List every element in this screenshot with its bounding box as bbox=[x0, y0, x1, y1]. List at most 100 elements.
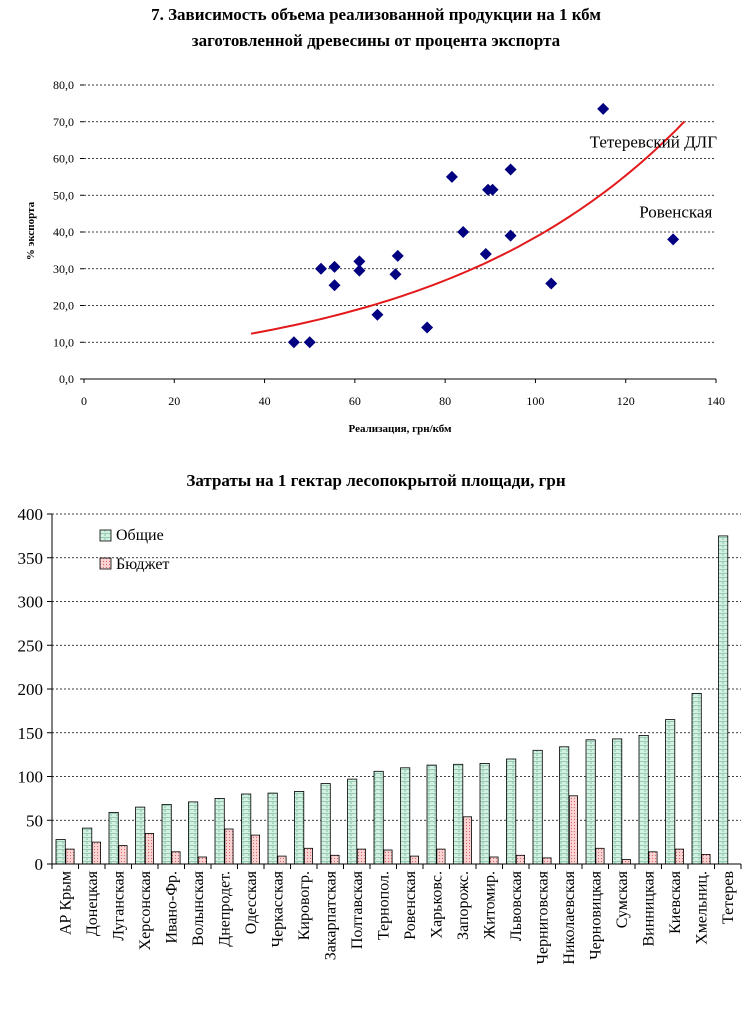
legend-swatch-general bbox=[99, 529, 112, 542]
bar-budget bbox=[118, 845, 128, 865]
y-tick-label: 400 bbox=[18, 505, 44, 524]
bar-general bbox=[453, 763, 464, 865]
category-label: АР Крым bbox=[57, 871, 74, 935]
y-tick-label: 20,0 bbox=[53, 299, 74, 313]
category-label: Волынская bbox=[190, 870, 207, 945]
chart1-title-line2: заготовленной древесины от процента эксп… bbox=[191, 31, 561, 50]
bar-budget bbox=[330, 854, 340, 865]
bar-general bbox=[214, 797, 225, 865]
bar-general bbox=[479, 762, 490, 865]
data-point bbox=[303, 336, 316, 349]
data-point bbox=[504, 163, 517, 176]
scatter-chart: 0,0 10,0 20,0 30,0 40,0 50,0 60,0 70,0 80,0 0 20 40… bbox=[25, 78, 725, 435]
category-label: Кировогр. bbox=[296, 871, 313, 940]
bar-general bbox=[161, 804, 172, 865]
y-tick-label: 250 bbox=[18, 636, 44, 655]
bar-general bbox=[665, 719, 676, 865]
legend-label-budget: Бюджет bbox=[116, 556, 169, 573]
bar-budget bbox=[515, 854, 525, 865]
bar-general bbox=[294, 790, 305, 865]
bar-budget bbox=[674, 848, 684, 865]
y-tick-label: 50,0 bbox=[53, 188, 74, 202]
bar-budget bbox=[436, 848, 446, 865]
category-label: Житомир. bbox=[481, 871, 498, 939]
y-tick-label: 40,0 bbox=[53, 225, 74, 239]
bar-general bbox=[585, 739, 596, 865]
bar-budget bbox=[462, 816, 472, 865]
category-label: Херсонская bbox=[137, 870, 154, 950]
data-point bbox=[389, 268, 402, 281]
bar-budget bbox=[277, 855, 287, 865]
bar-budget bbox=[489, 856, 499, 865]
legend-label-general: Общие bbox=[116, 527, 164, 544]
bar-budget bbox=[621, 859, 631, 865]
y-tick-label: 50 bbox=[26, 811, 43, 830]
category-label: Тетерев bbox=[720, 871, 737, 924]
bar-budget bbox=[250, 834, 261, 865]
data-point bbox=[315, 262, 327, 275]
data-point bbox=[445, 170, 458, 183]
bar-budget bbox=[409, 855, 419, 865]
category-label: Хмельниц. bbox=[693, 871, 710, 945]
y-tick-label: 350 bbox=[18, 549, 44, 568]
x-tick-label: 140 bbox=[707, 394, 725, 408]
data-point bbox=[391, 249, 404, 262]
data-point bbox=[486, 183, 499, 196]
data-point bbox=[504, 229, 517, 242]
y-tick-label: 10,0 bbox=[53, 335, 74, 349]
data-point bbox=[667, 233, 680, 246]
y-tick-label: 100 bbox=[18, 768, 44, 787]
y-tick-label: 70,0 bbox=[53, 115, 74, 129]
bar-general bbox=[347, 778, 358, 865]
x-tick-label: 20 bbox=[168, 394, 180, 408]
bar-budget bbox=[197, 856, 208, 865]
y-tick-label: 60,0 bbox=[53, 152, 74, 166]
x-tick-label: 0 bbox=[81, 394, 87, 408]
x-axis-label: Реализация, грн/кбм bbox=[349, 423, 452, 435]
category-label: Луганская bbox=[110, 870, 127, 940]
category-label: Одесская bbox=[243, 870, 260, 934]
category-label: Киевская bbox=[667, 870, 684, 934]
y-tick-label: 200 bbox=[18, 680, 44, 699]
y-tick-label: 30,0 bbox=[53, 262, 74, 276]
category-label: Днепродет. bbox=[216, 871, 233, 947]
y-tick-label: 0 bbox=[35, 855, 44, 874]
category-label: Донецкая bbox=[84, 870, 101, 936]
category-label: Запорожс. bbox=[455, 871, 472, 940]
data-point bbox=[479, 248, 492, 261]
chart1-title-line1: 7. Зависимость объема реализованной прод… bbox=[151, 5, 601, 24]
data-point bbox=[597, 102, 610, 115]
category-label: Черкасская bbox=[269, 870, 286, 947]
bar-general bbox=[559, 746, 570, 865]
x-tick-label: 120 bbox=[617, 394, 635, 408]
data-point bbox=[353, 255, 366, 268]
y-tick-label: 150 bbox=[18, 724, 44, 743]
bar-budget bbox=[356, 848, 366, 865]
bar-general bbox=[108, 811, 119, 865]
point-annotation: Тетеревский ДЛГ bbox=[590, 132, 718, 151]
legend: Общие Бюджет bbox=[99, 527, 169, 573]
bar-budget bbox=[542, 857, 552, 865]
category-label: Полтавская bbox=[349, 870, 366, 949]
bar-general bbox=[400, 767, 411, 865]
category-label: Черниговская bbox=[534, 870, 551, 964]
y-axis-label: % экспорта bbox=[25, 201, 37, 260]
data-point bbox=[328, 260, 341, 273]
category-label: Сумская bbox=[614, 870, 631, 928]
x-tick-label: 80 bbox=[439, 394, 451, 408]
chart2-title: Затраты на 1 гектар лесопокрытой площади… bbox=[186, 471, 566, 490]
bar-general bbox=[718, 535, 729, 865]
bar-budget bbox=[568, 795, 578, 865]
bar-general bbox=[373, 770, 384, 865]
bar-budget bbox=[65, 848, 75, 865]
category-label: Ивано-Фр. bbox=[163, 871, 180, 944]
bar-general bbox=[320, 783, 331, 865]
bar-general bbox=[506, 758, 517, 865]
data-point bbox=[457, 226, 470, 238]
bar-general bbox=[241, 793, 252, 865]
y-tick-label: 80,0 bbox=[53, 78, 74, 92]
data-point bbox=[545, 277, 558, 290]
data-point bbox=[328, 279, 341, 292]
bar-general bbox=[638, 734, 649, 865]
category-label: Черновицкая bbox=[587, 870, 604, 959]
